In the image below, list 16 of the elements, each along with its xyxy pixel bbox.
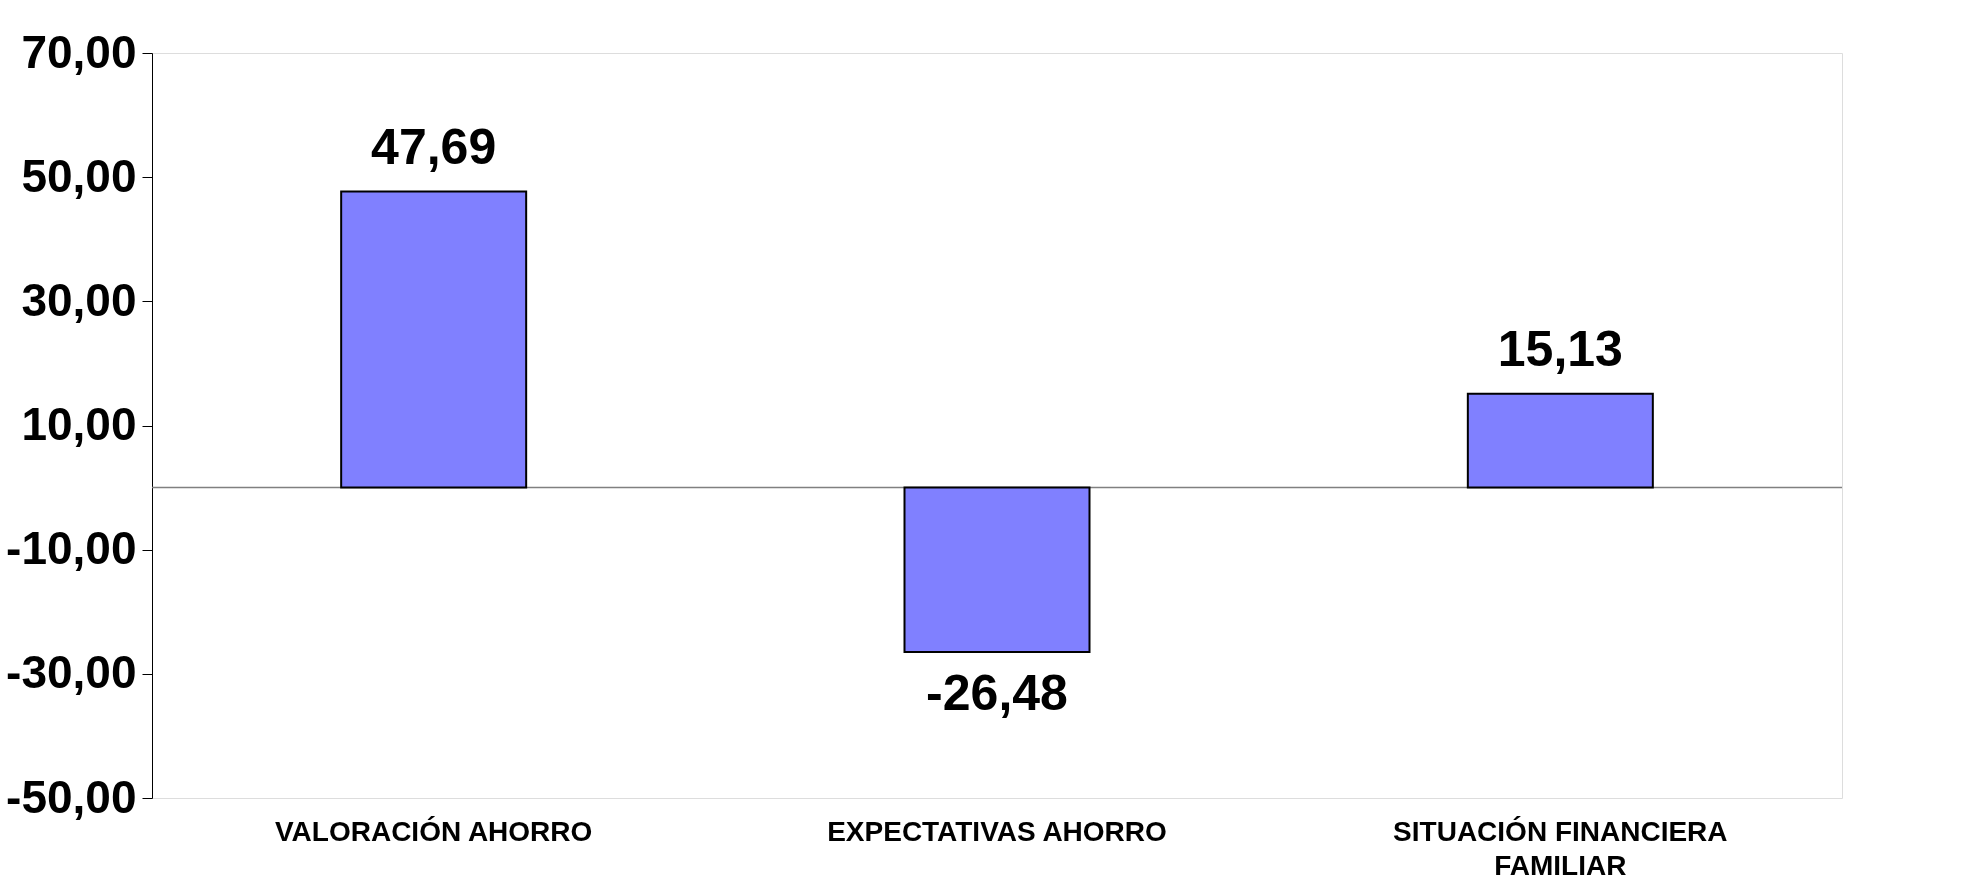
y-tick-label: 50,00 <box>21 149 137 202</box>
data-label: -26,48 <box>926 664 1068 721</box>
data-label: 15,13 <box>1497 320 1623 377</box>
y-tick-label: -10,00 <box>6 522 137 575</box>
y-tick-label: 10,00 <box>21 398 137 450</box>
y-tick-label: -30,00 <box>6 646 137 699</box>
y-tick-label: 70,00 <box>21 25 137 78</box>
bar <box>1466 392 1654 489</box>
x-tick-label: SITUACIÓN FINANCIERA FAMILIAR <box>1393 815 1728 881</box>
x-tick-label: EXPECTATIVAS AHORRO <box>827 815 1167 847</box>
y-tick-label: -50,00 <box>6 770 137 823</box>
y-tick-label: 30,00 <box>21 273 137 326</box>
data-label: 47,69 <box>371 118 497 175</box>
x-tick-label: VALORACIÓN AHORRO <box>275 815 593 847</box>
bar <box>340 190 528 489</box>
bar <box>903 486 1091 653</box>
